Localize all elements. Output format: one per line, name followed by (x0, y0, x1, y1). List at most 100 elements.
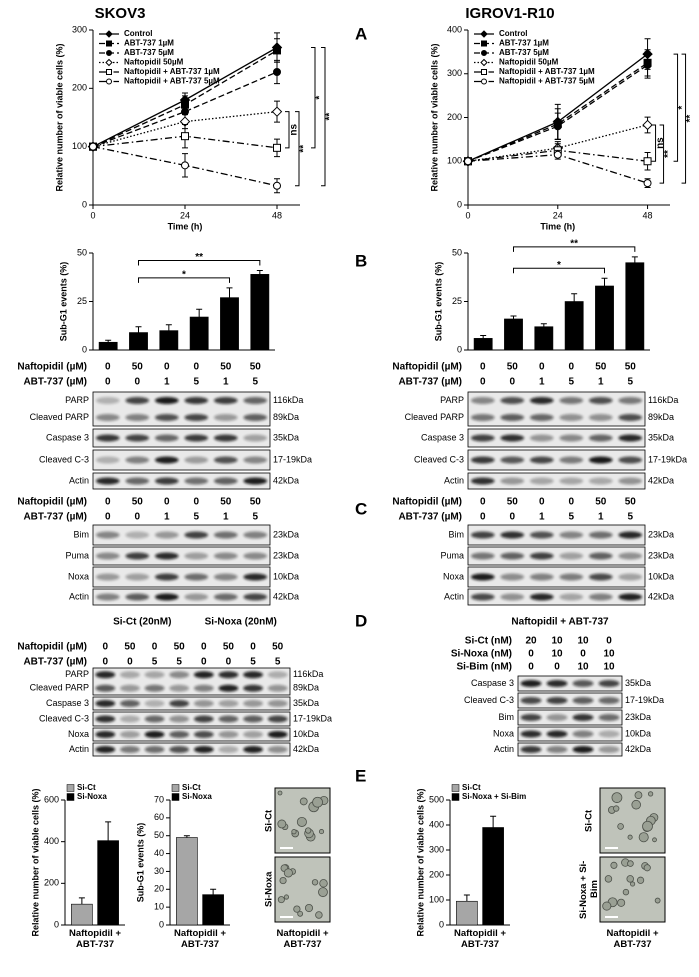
y-tick-label: 25 (452, 296, 462, 306)
treatment-value: 0 (480, 497, 486, 508)
band (267, 671, 288, 679)
significance-label: * (315, 96, 326, 100)
band-size: 89kDa (648, 412, 674, 422)
band (154, 531, 179, 539)
blot-strip (92, 524, 271, 546)
band (169, 746, 190, 753)
micrograph-label: Si-Ct (263, 809, 275, 832)
marker (553, 150, 562, 159)
treatment-value: 1 (598, 377, 604, 388)
panel-label: D (355, 611, 367, 630)
cell (627, 860, 634, 867)
treatment-value: 0 (134, 512, 140, 523)
cell (647, 791, 654, 797)
treatment-value: 50 (132, 497, 144, 508)
band-label: Caspase 3 (46, 698, 89, 708)
treatment-value: 0 (606, 636, 612, 647)
blot-strip (467, 524, 646, 546)
band-size: 116kDa (273, 395, 303, 405)
x-tick-label: 24 (553, 210, 563, 220)
significance-bracket (311, 47, 316, 149)
series-line (92, 71, 278, 148)
band-label: Puma (440, 550, 464, 560)
band (184, 531, 209, 539)
band (243, 700, 263, 707)
cell (279, 877, 287, 885)
band (588, 593, 613, 601)
band-label: Actin (494, 744, 514, 754)
treatment-value: 5 (193, 377, 199, 388)
legend-marker (106, 40, 112, 47)
band (125, 456, 150, 464)
band (529, 477, 554, 485)
x-tick-label: 0 (90, 210, 95, 220)
band-label: Cleaved C-3 (39, 713, 89, 723)
treatment-value: 0 (509, 512, 515, 523)
legend-label: Naftopidil 50µM (499, 58, 559, 67)
band (243, 731, 263, 738)
band (184, 414, 209, 421)
significance-label: ** (195, 252, 203, 263)
band (95, 456, 120, 464)
legend-swatch (171, 793, 180, 801)
band-size: 10kDa (293, 729, 319, 739)
treatment-value: 5 (176, 657, 182, 668)
band (618, 531, 643, 539)
band (500, 434, 525, 442)
blot-strip (92, 667, 291, 696)
band (470, 552, 495, 560)
band (598, 680, 620, 687)
band (267, 731, 288, 738)
band (213, 552, 238, 560)
band (144, 731, 165, 738)
treatment-value: 50 (595, 362, 607, 373)
band (546, 730, 568, 738)
cell (277, 790, 283, 796)
band (154, 434, 179, 442)
significance-label: ** (325, 113, 336, 121)
treatment-value: 0 (226, 657, 232, 668)
bar (473, 338, 493, 351)
y-axis-label: Sub-G1 events (%) (135, 823, 145, 903)
significance-label: * (182, 270, 186, 281)
band (154, 593, 179, 601)
legend-marker (105, 30, 113, 38)
treatment-label: Si-Noxa (nM) (451, 649, 512, 660)
band (267, 746, 288, 753)
legend-marker (481, 50, 487, 56)
band-size: 10kDa (625, 728, 651, 738)
treatment-value: 5 (275, 657, 281, 668)
cell (604, 875, 613, 883)
treatment-value: 5 (252, 512, 258, 523)
band (588, 414, 613, 421)
bar (534, 326, 554, 351)
treatment-value: 1 (598, 512, 604, 523)
significance-bracket (138, 277, 230, 283)
treatment-value: 0 (250, 642, 256, 653)
band (588, 434, 613, 442)
marker (271, 106, 283, 117)
band (184, 593, 209, 601)
band (572, 746, 594, 753)
band (218, 731, 239, 738)
band (125, 414, 150, 421)
cell (636, 876, 645, 884)
band (588, 552, 613, 560)
marker (643, 157, 652, 166)
panel-label: C (355, 499, 367, 518)
bar (456, 900, 478, 926)
band-size: 42kDa (293, 744, 319, 754)
cell (638, 832, 649, 843)
cell (652, 837, 657, 843)
cell (296, 816, 307, 827)
band-label: Noxa (68, 571, 89, 581)
x-axis-label: Time (h) (540, 221, 575, 231)
legend-swatch (451, 784, 460, 792)
legend-label: Si-Ct (182, 783, 201, 792)
legend-label: Naftopidil + ABT-737 1µM (499, 67, 595, 76)
treatment-value: 0 (164, 362, 170, 373)
significance-bracket (295, 111, 300, 187)
cell (293, 905, 301, 913)
band (154, 552, 179, 560)
cell (277, 896, 285, 904)
